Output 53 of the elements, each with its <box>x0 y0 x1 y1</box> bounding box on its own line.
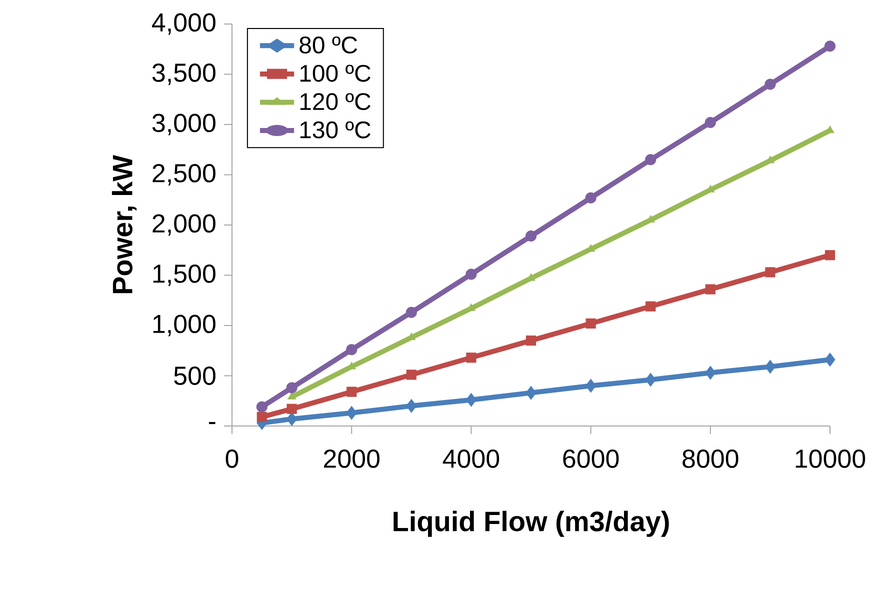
legend-label: 80 ºC <box>300 36 358 54</box>
point <box>466 392 477 407</box>
x-axis-title: Liquid Flow (m3/day) <box>394 510 669 537</box>
y-tick-label: 1,500 <box>153 264 216 286</box>
x-tick-label: 4000 <box>442 450 500 468</box>
point <box>705 366 716 380</box>
y-tick-label: - <box>208 422 216 424</box>
point <box>526 386 536 400</box>
point <box>346 406 357 420</box>
point <box>466 268 477 280</box>
x-tick-label: 10000 <box>796 450 866 468</box>
point <box>526 336 536 346</box>
y-tick-label: 2,000 <box>152 214 216 236</box>
point <box>256 401 268 412</box>
x-tick-label: 2000 <box>324 450 380 468</box>
point <box>646 301 656 312</box>
point <box>586 318 596 329</box>
point <box>824 352 836 367</box>
point <box>824 250 836 260</box>
point <box>764 78 776 90</box>
y-tick-label: 2,500 <box>152 164 216 186</box>
point <box>585 378 596 393</box>
y-tick-label: 500 <box>174 366 216 385</box>
point <box>645 154 656 166</box>
point <box>406 370 416 380</box>
point <box>406 398 417 413</box>
y-tick-label: 4,000 <box>152 13 216 35</box>
point <box>406 306 417 318</box>
legend-label: 100 ºC <box>300 64 370 82</box>
x-tick-label: 8000 <box>682 450 738 468</box>
x-tick-label: 6000 <box>563 450 619 468</box>
legend-label: 130 ºC <box>300 121 370 138</box>
y-axis-title: Power, kW <box>112 155 137 294</box>
point <box>704 116 716 128</box>
y-tick-label: 3,500 <box>152 64 216 85</box>
legend-label: 120 ºC <box>300 93 370 110</box>
point <box>764 360 776 374</box>
point <box>705 284 716 294</box>
point <box>286 412 298 426</box>
point <box>525 230 537 242</box>
point <box>286 404 297 414</box>
point <box>765 267 776 278</box>
x-tick-label: 0 <box>226 450 238 468</box>
point <box>585 192 596 204</box>
point <box>286 382 298 394</box>
point <box>346 344 358 356</box>
point <box>824 40 836 52</box>
y-tick-label: 1,000 <box>153 314 216 336</box>
point <box>466 352 476 363</box>
point <box>346 386 357 397</box>
point <box>645 372 656 387</box>
y-tick-label: 3,000 <box>152 114 216 136</box>
point <box>256 412 267 422</box>
